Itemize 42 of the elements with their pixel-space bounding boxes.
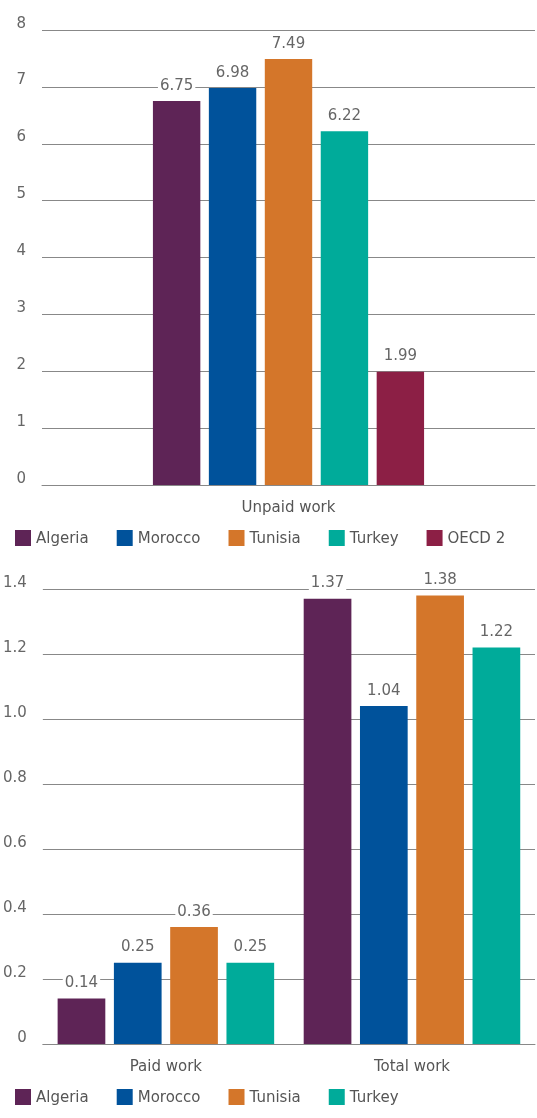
- x-tick-label: Unpaid work: [241, 497, 336, 516]
- y-tick-label: 0.4: [3, 897, 27, 916]
- data-label: 1.38: [423, 570, 457, 588]
- y-tick-label: 1.4: [3, 572, 27, 591]
- y-tick-label: 5: [16, 184, 26, 203]
- data-label: 7.49: [271, 33, 306, 52]
- y-tick-label: 4: [16, 241, 26, 259]
- data-label: 0.25: [121, 937, 155, 956]
- legend-label: Turkey: [348, 1088, 399, 1106]
- y-tick-label: 1: [16, 411, 26, 430]
- y-tick-label: 7: [16, 70, 26, 89]
- data-label: 1.04: [367, 680, 401, 699]
- data-label: 1.99: [383, 346, 418, 365]
- legend-label: Algeria: [36, 529, 89, 547]
- data-label: 6.75: [159, 75, 194, 94]
- data-label: 0.36: [177, 901, 211, 920]
- y-tick-label: 2: [16, 354, 26, 373]
- y-tick-label: 1.2: [3, 637, 27, 656]
- y-tick-label: 6: [16, 127, 26, 146]
- y-tick-label: 8: [16, 13, 26, 32]
- data-label: 6.22: [327, 105, 362, 124]
- data-label: 0.25: [233, 937, 268, 956]
- legend-label: Morocco: [137, 529, 201, 547]
- y-tick-label: 0.2: [3, 962, 27, 981]
- y-tick-label: 3: [16, 297, 26, 316]
- y-tick-label: 0: [16, 468, 26, 487]
- x-tick-label: Total work: [372, 1056, 451, 1075]
- data-label: 6.98: [215, 62, 250, 81]
- legend-label: OECD 2: [447, 529, 506, 547]
- legend-label: Tunisia: [248, 529, 301, 547]
- legend-label: Morocco: [137, 1088, 201, 1106]
- y-tick-label: 1.0: [3, 702, 27, 721]
- legend-label: Turkey: [348, 529, 399, 547]
- y-tick-label: 0.6: [3, 832, 27, 851]
- legend-label: Algeria: [36, 1088, 89, 1106]
- data-label: 0.14: [64, 973, 99, 991]
- data-label: 1.22: [479, 622, 514, 640]
- legend-label: Tunisia: [248, 1088, 301, 1106]
- data-label: 1.37: [310, 573, 345, 592]
- y-tick-label: 0: [17, 1027, 27, 1046]
- x-tick-label: Paid work: [129, 1056, 203, 1075]
- y-tick-label: 0.8: [3, 767, 27, 786]
